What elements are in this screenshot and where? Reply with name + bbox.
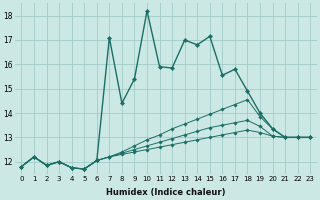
X-axis label: Humidex (Indice chaleur): Humidex (Indice chaleur) bbox=[106, 188, 226, 197]
